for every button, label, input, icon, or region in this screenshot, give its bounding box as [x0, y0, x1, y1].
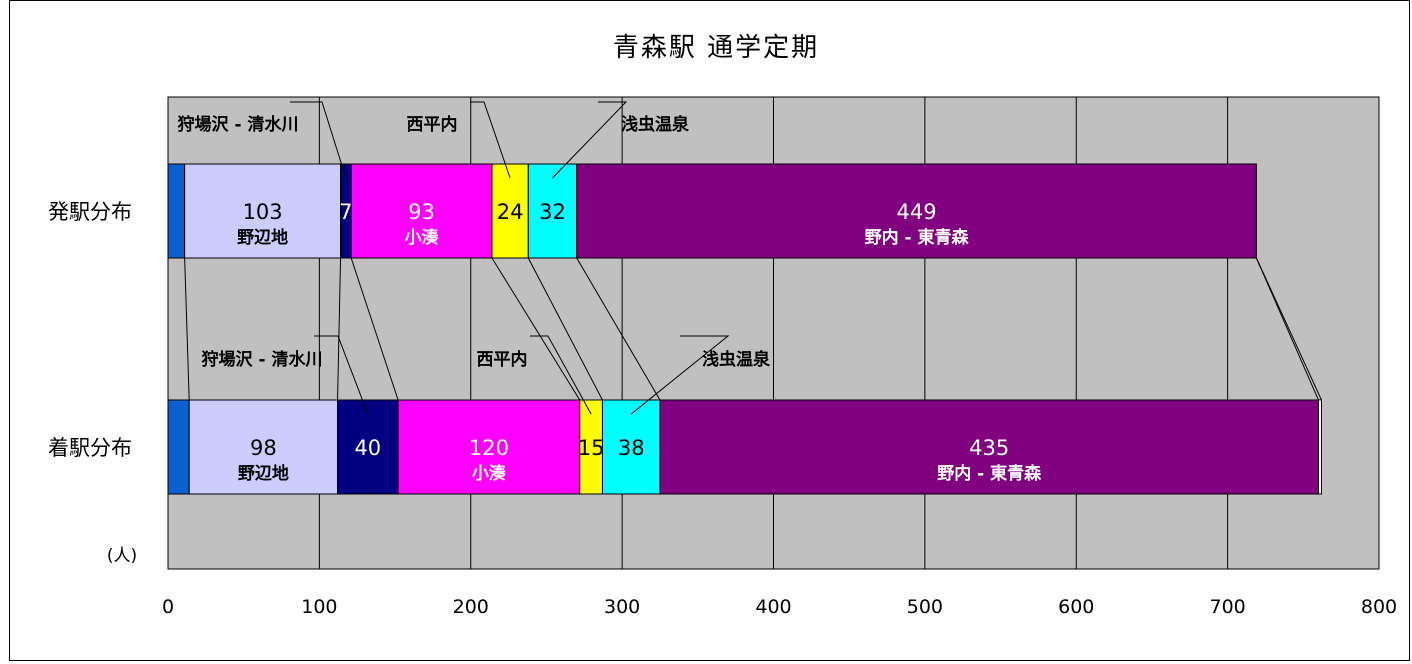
- bar-segment: [397, 399, 581, 495]
- series-label: 小湊: [405, 227, 439, 248]
- data-label: 93: [408, 200, 435, 224]
- bar-segment: [167, 163, 186, 259]
- connector-line: [350, 257, 399, 401]
- data-label: 40: [354, 436, 381, 460]
- category-label: 着駅分布: [48, 436, 132, 460]
- series-label: 野内 - 東青森: [865, 227, 970, 248]
- series-connector-lines: [167, 257, 1322, 401]
- category-label: 発駅分布: [48, 200, 132, 224]
- series-label: 野辺地: [237, 227, 288, 248]
- data-label: 15: [578, 436, 605, 460]
- bar-segment: [350, 163, 493, 259]
- series-label: 野辺地: [238, 463, 289, 484]
- bar-segment: [1317, 399, 1322, 495]
- connector-line: [337, 257, 342, 401]
- bar-segment: [184, 163, 342, 259]
- data-label: 435: [969, 436, 1009, 460]
- data-label: 449: [897, 200, 937, 224]
- data-label: 32: [539, 200, 566, 224]
- series-label: 小湊: [472, 463, 506, 484]
- leader-line: [552, 101, 628, 179]
- connector-line: [527, 257, 603, 401]
- x-tick-label: 200: [453, 596, 489, 618]
- x-tick-label: 400: [755, 596, 791, 618]
- unit-label: (人): [107, 546, 137, 566]
- bar-segment: [601, 399, 661, 495]
- x-tick-label: 800: [1361, 596, 1397, 618]
- chart-title: 青森駅 通学定期: [613, 33, 819, 63]
- data-label: 24: [497, 200, 524, 224]
- callout-label: 狩場沢 - 清水川: [202, 349, 323, 370]
- callout-label: 狩場沢 - 清水川: [178, 114, 299, 135]
- connector-line: [576, 257, 661, 401]
- connector-line: [184, 257, 190, 401]
- data-label: 7: [339, 200, 352, 224]
- leader-line: [470, 101, 511, 179]
- bar-segment: [188, 399, 339, 495]
- data-label: 120: [469, 436, 509, 460]
- bar-segment: [491, 163, 529, 259]
- connector-line: [1255, 257, 1322, 401]
- callout-label: 西平内: [407, 114, 458, 135]
- bars: 103 野辺地 7 93 小湊 24 32 449 野内 - 東青森 98 野辺地 40 120 小湊 15…: [167, 163, 1322, 495]
- callout-label: 浅虫温泉: [702, 349, 771, 370]
- x-tick-label: 600: [1058, 596, 1094, 618]
- connector-line: [491, 257, 581, 401]
- x-axis-ticks: 0 100 200 300 400 500 600 700 800: [162, 596, 1397, 618]
- callout-label: 西平内: [477, 349, 528, 370]
- x-tick-label: 700: [1209, 596, 1245, 618]
- bar-segment: [167, 399, 190, 495]
- x-tick-label: 300: [604, 596, 640, 618]
- bar-segment: [527, 163, 578, 259]
- bar-segment: [659, 399, 1319, 495]
- bar-segment: [337, 399, 399, 495]
- series-label: 野内 - 東青森: [937, 463, 1042, 484]
- data-label: 103: [243, 200, 283, 224]
- data-label: 38: [618, 436, 645, 460]
- leader-line: [630, 335, 730, 415]
- leader-line: [290, 101, 347, 179]
- data-label: 98: [250, 436, 277, 460]
- leader-line: [314, 335, 369, 415]
- bar-segment: [576, 163, 1257, 259]
- x-tick-label: 500: [907, 596, 943, 618]
- x-tick-label: 100: [301, 596, 337, 618]
- x-tick-label: 0: [162, 596, 174, 618]
- callout-label: 浅虫温泉: [621, 114, 690, 135]
- leader-line: [530, 335, 592, 415]
